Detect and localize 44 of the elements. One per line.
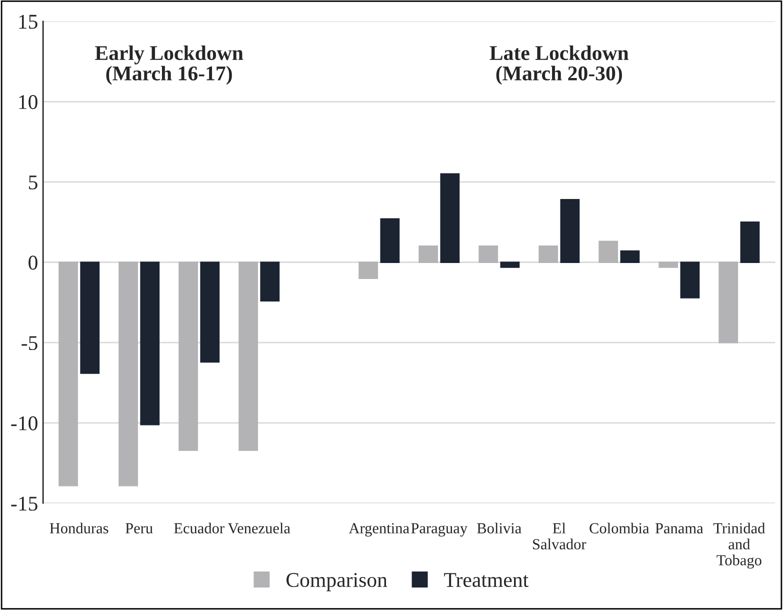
bar — [658, 262, 678, 268]
legend-label: Treatment — [444, 573, 528, 588]
annotation: Early Lockdown (March 16-17) — [95, 45, 244, 85]
bar — [478, 246, 498, 263]
bar — [538, 246, 558, 263]
bar — [260, 262, 280, 302]
y-tick-label: 0 — [28, 256, 38, 270]
bar — [740, 221, 760, 263]
bar — [140, 262, 160, 426]
bar — [118, 262, 138, 486]
x-tick-label: Panama — [655, 523, 704, 534]
bar — [58, 262, 78, 486]
bar — [418, 246, 438, 263]
x-tick-label: Paraguay — [411, 523, 468, 537]
x-tick-label: Ecuador — [174, 522, 224, 534]
annotation: Late Lockdown (March 20-30) — [490, 45, 629, 85]
bar — [440, 173, 460, 263]
x-tick-label: Argentina — [348, 523, 410, 537]
y-tick-label: -15 — [11, 496, 38, 511]
legend-label: Comparison — [286, 573, 388, 592]
x-tick-label: Peru — [126, 523, 153, 534]
y-tick-label: -10 — [11, 416, 38, 430]
bar — [598, 240, 618, 263]
x-tick-label: Colombia — [590, 522, 650, 534]
bar — [620, 250, 640, 263]
bar — [380, 218, 400, 263]
x-tick-label: Bolivia — [477, 522, 522, 534]
x-tick-label: Venezuela — [228, 522, 290, 534]
y-tick-label: -5 — [22, 336, 38, 350]
bar — [200, 262, 220, 363]
y-tick-label: 5 — [29, 176, 38, 190]
bar — [358, 262, 378, 280]
y-tick-label: 15 — [19, 14, 38, 29]
bar — [680, 262, 700, 298]
bar — [238, 262, 258, 451]
x-tick-label: El Salvador — [533, 522, 586, 550]
bar — [80, 262, 100, 374]
bar — [178, 262, 198, 451]
x-tick-label: Honduras — [50, 522, 108, 534]
bar — [560, 198, 580, 263]
x-tick-label: Trinidad and Tobago — [713, 522, 766, 569]
bar — [718, 262, 738, 344]
bar — [500, 262, 520, 268]
y-tick-label: 10 — [19, 95, 38, 110]
